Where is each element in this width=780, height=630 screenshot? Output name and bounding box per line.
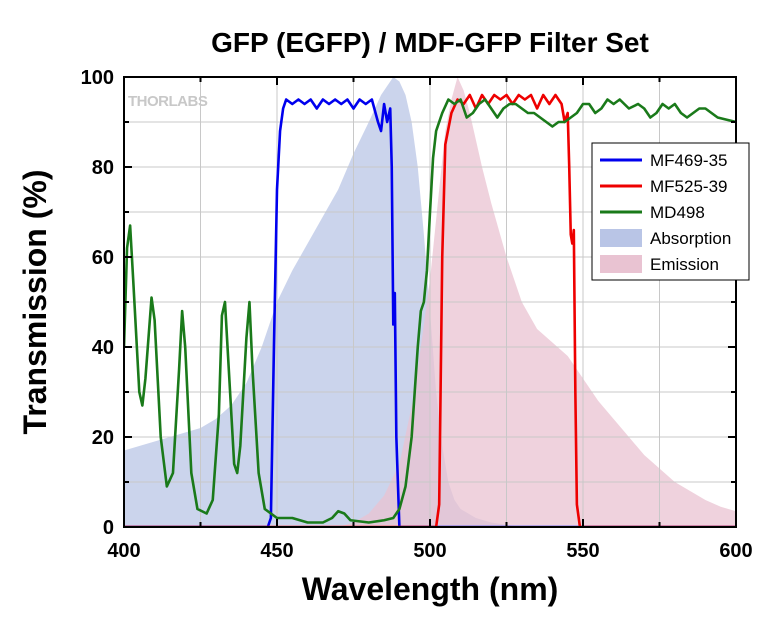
axis-ticks	[123, 76, 737, 528]
x-tick-label: 550	[566, 540, 599, 562]
legend: MF469-35 MF525-39 MD498 Absorption Emission	[591, 142, 750, 281]
x-tick-label: 400	[107, 540, 140, 562]
legend-item: MF469-35	[600, 151, 727, 170]
line-series	[124, 93, 736, 527]
legend-label: Absorption	[650, 229, 731, 248]
y-tick-label: 60	[92, 247, 114, 269]
y-tick-label: 100	[81, 67, 114, 89]
chart-title: GFP (EGFP) / MDF-GFP Filter Set	[211, 27, 649, 58]
x-axis-title: Wavelength (nm)	[302, 571, 559, 607]
legend-label: Emission	[650, 255, 719, 274]
y-axis-title: Transmission (%)	[17, 170, 53, 435]
y-tick-label: 80	[92, 157, 114, 179]
legend-item: MF525-39	[600, 177, 727, 196]
watermark-logo: THORLABS	[128, 93, 208, 110]
legend-swatch	[600, 255, 642, 273]
line-md498	[124, 98, 736, 524]
legend-label: MF525-39	[650, 177, 727, 196]
line-mf469-35	[124, 98, 736, 527]
legend-swatch	[600, 229, 642, 247]
x-tick-labels: 400 450 500 550 600	[107, 540, 752, 562]
y-tick-labels: 0 20 40 60 80 100	[81, 67, 114, 539]
x-tick-label: 500	[413, 540, 446, 562]
legend-label: MF469-35	[650, 151, 727, 170]
y-tick-label: 20	[92, 427, 114, 449]
line-mf525-39	[124, 93, 736, 527]
y-tick-label: 0	[103, 517, 114, 539]
legend-item: Absorption	[600, 229, 731, 248]
legend-item: Emission	[600, 255, 719, 274]
y-tick-label: 40	[92, 337, 114, 359]
x-tick-label: 600	[719, 540, 752, 562]
legend-item: MD498	[600, 203, 705, 222]
x-tick-label: 450	[260, 540, 293, 562]
legend-label: MD498	[650, 203, 705, 222]
